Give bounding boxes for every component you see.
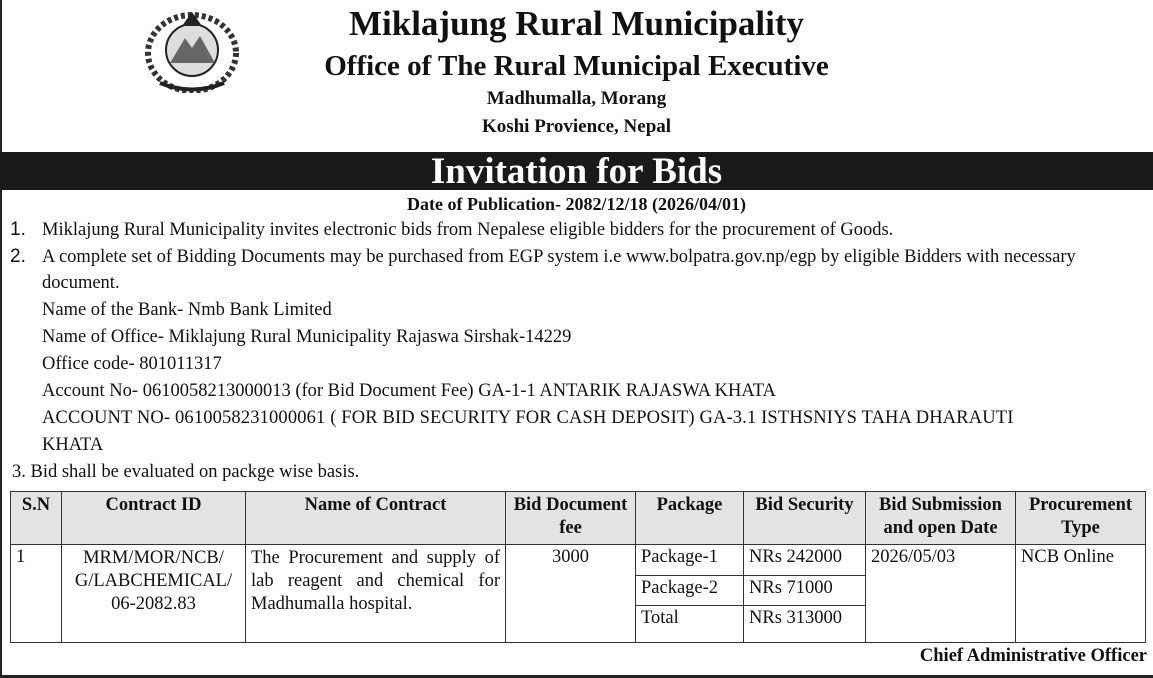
item-3-text: 3. Bid shall be evaluated on packge wise… — [12, 462, 360, 482]
col-package: Package — [635, 491, 744, 545]
account-security-cont: KHATA — [42, 435, 104, 455]
col-date: Bid Submission and open Date — [865, 491, 1016, 545]
item-2-text: A complete set of Bidding Documents may … — [42, 247, 1076, 267]
address-line-1: Madhumalla, Morang — [486, 88, 667, 109]
col-security: Bid Security — [743, 491, 866, 545]
item-2-text-cont: document. — [42, 273, 120, 293]
nepal-emblem-logo — [145, 12, 239, 93]
cell-security: NRs 242000 — [743, 544, 866, 576]
col-type: Procurement Type — [1015, 491, 1146, 545]
cell-security: NRs 313000 — [743, 605, 866, 643]
municipality-title: Miklajung Rural Municipality — [348, 4, 805, 43]
col-name: Name of Contract — [245, 491, 506, 545]
office-code: Office code- 801011317 — [42, 354, 222, 374]
col-contract-id: Contract ID — [61, 491, 246, 545]
col-sn: S.N — [10, 491, 62, 545]
cell-contract-name: The Procurement and supply of lab reagen… — [245, 544, 506, 643]
cell-security: NRs 71000 — [743, 575, 866, 606]
item-number: 1. — [10, 219, 26, 240]
cell-date: 2026/05/03 — [865, 544, 1016, 643]
bid-table: S.N Contract ID Name of Contract Bid Doc… — [10, 491, 1146, 643]
address-line-2: Koshi Provience, Nepal — [481, 116, 672, 137]
publication-date: Date of Publication- 2082/12/18 (2026/04… — [407, 194, 746, 214]
item-number: 2. — [10, 246, 26, 267]
table-row: Package-2 NRs 71000 — [11, 575, 1146, 606]
invitation-banner: Invitation for Bids — [0, 152, 1153, 192]
cell-contract-id: MRM/MOR/NCB/ G/LABCHEMICAL/ 06-2082.83 — [61, 544, 246, 643]
col-fee: Bid Document fee — [505, 491, 636, 545]
table-header-row: S.N Contract ID Name of Contract Bid Doc… — [10, 491, 1146, 545]
cell-sn: 1 — [10, 544, 62, 643]
office-title: Office of The Rural Municipal Executive — [324, 50, 829, 82]
office-name: Name of Office- Miklajung Rural Municipa… — [42, 327, 572, 347]
account-security: ACCOUNT NO- 0610058231000061 ( FOR BID S… — [42, 408, 1014, 428]
table-row: Total NRs 313000 — [11, 605, 1146, 643]
account-fee: Account No- 0610058213000013 (for Bid Do… — [42, 381, 776, 401]
cell-package: Package-2 — [635, 575, 744, 606]
table-row: 1 MRM/MOR/NCB/ G/LABCHEMICAL/ 06-2082.83… — [10, 544, 1146, 643]
cell-fee: 3000 — [505, 544, 636, 643]
cell-package: Total — [635, 605, 744, 643]
cell-type: NCB Online — [1015, 544, 1146, 643]
signature-title: Chief Administrative Officer — [919, 646, 1147, 666]
bank-name: Name of the Bank- Nmb Bank Limited — [42, 300, 332, 320]
item-1-text: Miklajung Rural Municipality invites ele… — [42, 220, 894, 240]
cell-package: Package-1 — [635, 544, 744, 576]
